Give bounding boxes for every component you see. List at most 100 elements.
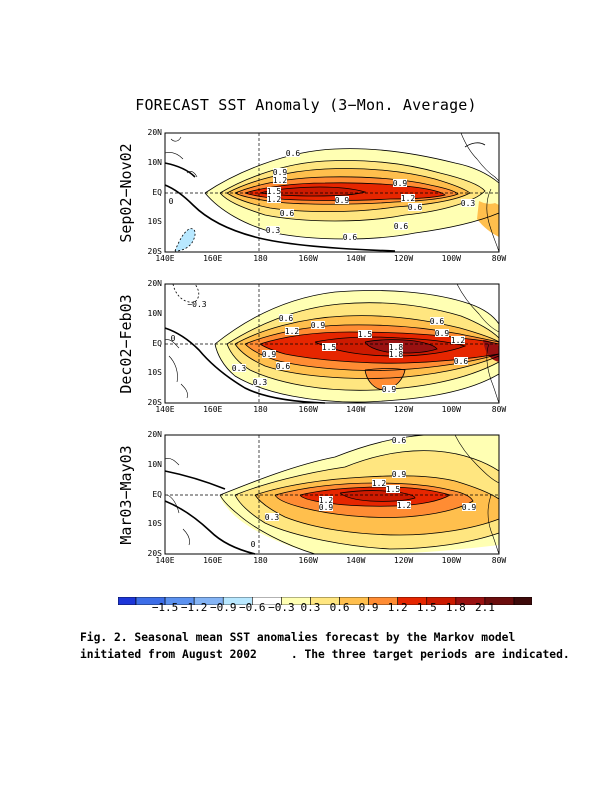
- contour-label: 1.2: [401, 194, 416, 203]
- caption-line-2: initiated from August 2002 . The three t…: [80, 648, 570, 661]
- colorbar-label: 0.3: [300, 601, 321, 614]
- lon-tick-label: 140E: [155, 405, 175, 414]
- lon-tick-label: 180: [253, 556, 268, 565]
- lat-tick-label: 10S: [147, 519, 162, 529]
- colorbar: [117, 590, 533, 606]
- lon-tick-label: 100W: [441, 405, 461, 414]
- lon-tick-label: 140W: [346, 254, 366, 263]
- contour-label: 0.3: [461, 199, 476, 208]
- contour-label: 1.5: [267, 187, 282, 196]
- colorbar-label: 0.6: [329, 601, 350, 614]
- contour-label: 1.2: [285, 327, 300, 336]
- lon-tick-label: 80W: [491, 254, 507, 263]
- lat-tick-label: 10N: [147, 308, 162, 318]
- contour-label: 0.6: [343, 233, 358, 242]
- lat-tick-label: 10S: [147, 217, 162, 227]
- contour-label: 0.6: [454, 357, 469, 366]
- contour-label: 1.5: [322, 343, 337, 352]
- lon-tick-label: 160W: [298, 556, 318, 565]
- colorbar-label: 1.8: [445, 601, 466, 614]
- contour-label: 0.9: [382, 385, 397, 394]
- contour-label: 0.3: [265, 513, 280, 522]
- colorbar-label: −0.3: [268, 601, 295, 614]
- lon-tick-label: 180: [253, 405, 268, 414]
- colorbar-label: −1.5: [151, 601, 179, 614]
- lat-tick-label: 20S: [147, 398, 162, 407]
- contour-label: 0: [169, 197, 174, 206]
- lon-tick-label: 80W: [491, 556, 507, 565]
- colorbar-label: −0.6: [239, 601, 266, 614]
- lon-tick-label: 160W: [298, 254, 318, 263]
- lon-tick-label: 100W: [441, 254, 461, 263]
- lat-tick-label: 20N: [147, 279, 162, 288]
- colorbar-label: 2.1: [474, 601, 495, 614]
- contour-label: 0.9: [319, 503, 334, 512]
- lon-tick-label: 120W: [393, 405, 414, 414]
- contour-label: 1.2: [273, 176, 288, 185]
- contour-label: 0.6: [392, 436, 407, 445]
- lon-tick-label: 160E: [203, 556, 223, 565]
- panel-3-map: 0.6 0.9 1.2 1.5 1.2 0.9 1.2 0.9 0.3 0: [164, 434, 500, 555]
- colorbar-label: 0.9: [358, 601, 379, 614]
- lat-tick-label: EQ: [152, 338, 162, 348]
- contour-label: 0.6: [430, 317, 445, 326]
- lon-tick-label: 120W: [393, 556, 414, 565]
- contour-label: 0.6: [408, 203, 423, 212]
- lon-tick-label: 180: [253, 254, 268, 263]
- contour-label: 0.6: [279, 314, 294, 323]
- lon-tick-label: 160E: [203, 254, 223, 263]
- colorbar-label: −1.2: [180, 601, 208, 614]
- lon-tick-label: 100W: [441, 556, 461, 565]
- lon-tick-label: 160E: [203, 405, 223, 414]
- lat-tick-label: EQ: [152, 489, 162, 499]
- lon-tick-label: 140W: [346, 405, 366, 414]
- contour-label: 0.6: [280, 209, 295, 218]
- contour-label: 0.9: [335, 196, 350, 205]
- contour-label: −0.3: [187, 300, 206, 309]
- colorbar-swatch: [117, 596, 137, 606]
- contour-label: 0.9: [392, 470, 407, 479]
- colorbar-svg: [117, 596, 533, 606]
- lon-tick-label: 140E: [155, 556, 175, 565]
- lon-tick-label: 140E: [155, 254, 175, 263]
- contour-label: 0.3: [253, 378, 268, 387]
- contour-label: 0.3: [266, 226, 281, 235]
- contour-label: 1.5: [358, 330, 373, 339]
- figure-title: FORECAST SST Anomaly (3−Mon. Average): [135, 96, 477, 114]
- caption-line-1: Fig. 2. Seasonal mean SST anomalies fore…: [80, 631, 516, 644]
- lat-tick-label: 20N: [147, 128, 162, 137]
- contour-label: 0: [171, 334, 176, 343]
- panel-1-map: 0.6 0.9 1.2 1.5 1.2 0.9 0.9 1.2 0.6 0.3 …: [164, 132, 500, 253]
- contour-label: 0: [251, 540, 256, 549]
- contour-label: 1.8: [389, 350, 404, 359]
- colorbar-label: 1.5: [416, 601, 437, 614]
- lat-tick-label: 10N: [147, 157, 162, 167]
- lon-tick-label: 120W: [393, 254, 414, 263]
- contour-label: 1.2: [397, 501, 412, 510]
- panel-2-svg: −0.3 0.3 0.6 0.9 1.2 1.5 1.5 1.8 1.8 0.6…: [164, 283, 500, 404]
- colorbar-label: 1.2: [387, 601, 408, 614]
- contour-label: 1.8: [389, 343, 404, 352]
- contour-label: 0.9: [435, 329, 450, 338]
- figure-caption: Fig. 2. Seasonal mean SST anomalies fore…: [80, 629, 570, 663]
- lat-tick-label: 10N: [147, 459, 162, 469]
- lon-tick-label: 80W: [491, 405, 507, 414]
- lon-tick-label: 160W: [298, 405, 318, 414]
- contour-label: 1.2: [451, 336, 466, 345]
- contour-label: 0.9: [273, 168, 288, 177]
- lat-tick-label: 20S: [147, 247, 162, 256]
- contour-label: 0.6: [276, 362, 291, 371]
- contour-label: 0.9: [262, 350, 277, 359]
- lon-tick-label: 140W: [346, 556, 366, 565]
- contour-label: 1.2: [319, 496, 334, 505]
- contour-label: 0.6: [286, 149, 301, 158]
- contour-label: 1.5: [386, 485, 401, 494]
- lat-tick-label: 20S: [147, 549, 162, 558]
- contour-label: 0.3: [232, 364, 247, 373]
- contour-label: 0.9: [311, 321, 326, 330]
- lat-tick-label: 20N: [147, 430, 162, 439]
- panel-1-svg: 0.6 0.9 1.2 1.5 1.2 0.9 0.9 1.2 0.6 0.3 …: [164, 132, 500, 253]
- contour-label: 0.9: [462, 503, 477, 512]
- panel-2-map: −0.3 0.3 0.6 0.9 1.2 1.5 1.5 1.8 1.8 0.6…: [164, 283, 500, 404]
- colorbar-label: −0.9: [209, 601, 237, 614]
